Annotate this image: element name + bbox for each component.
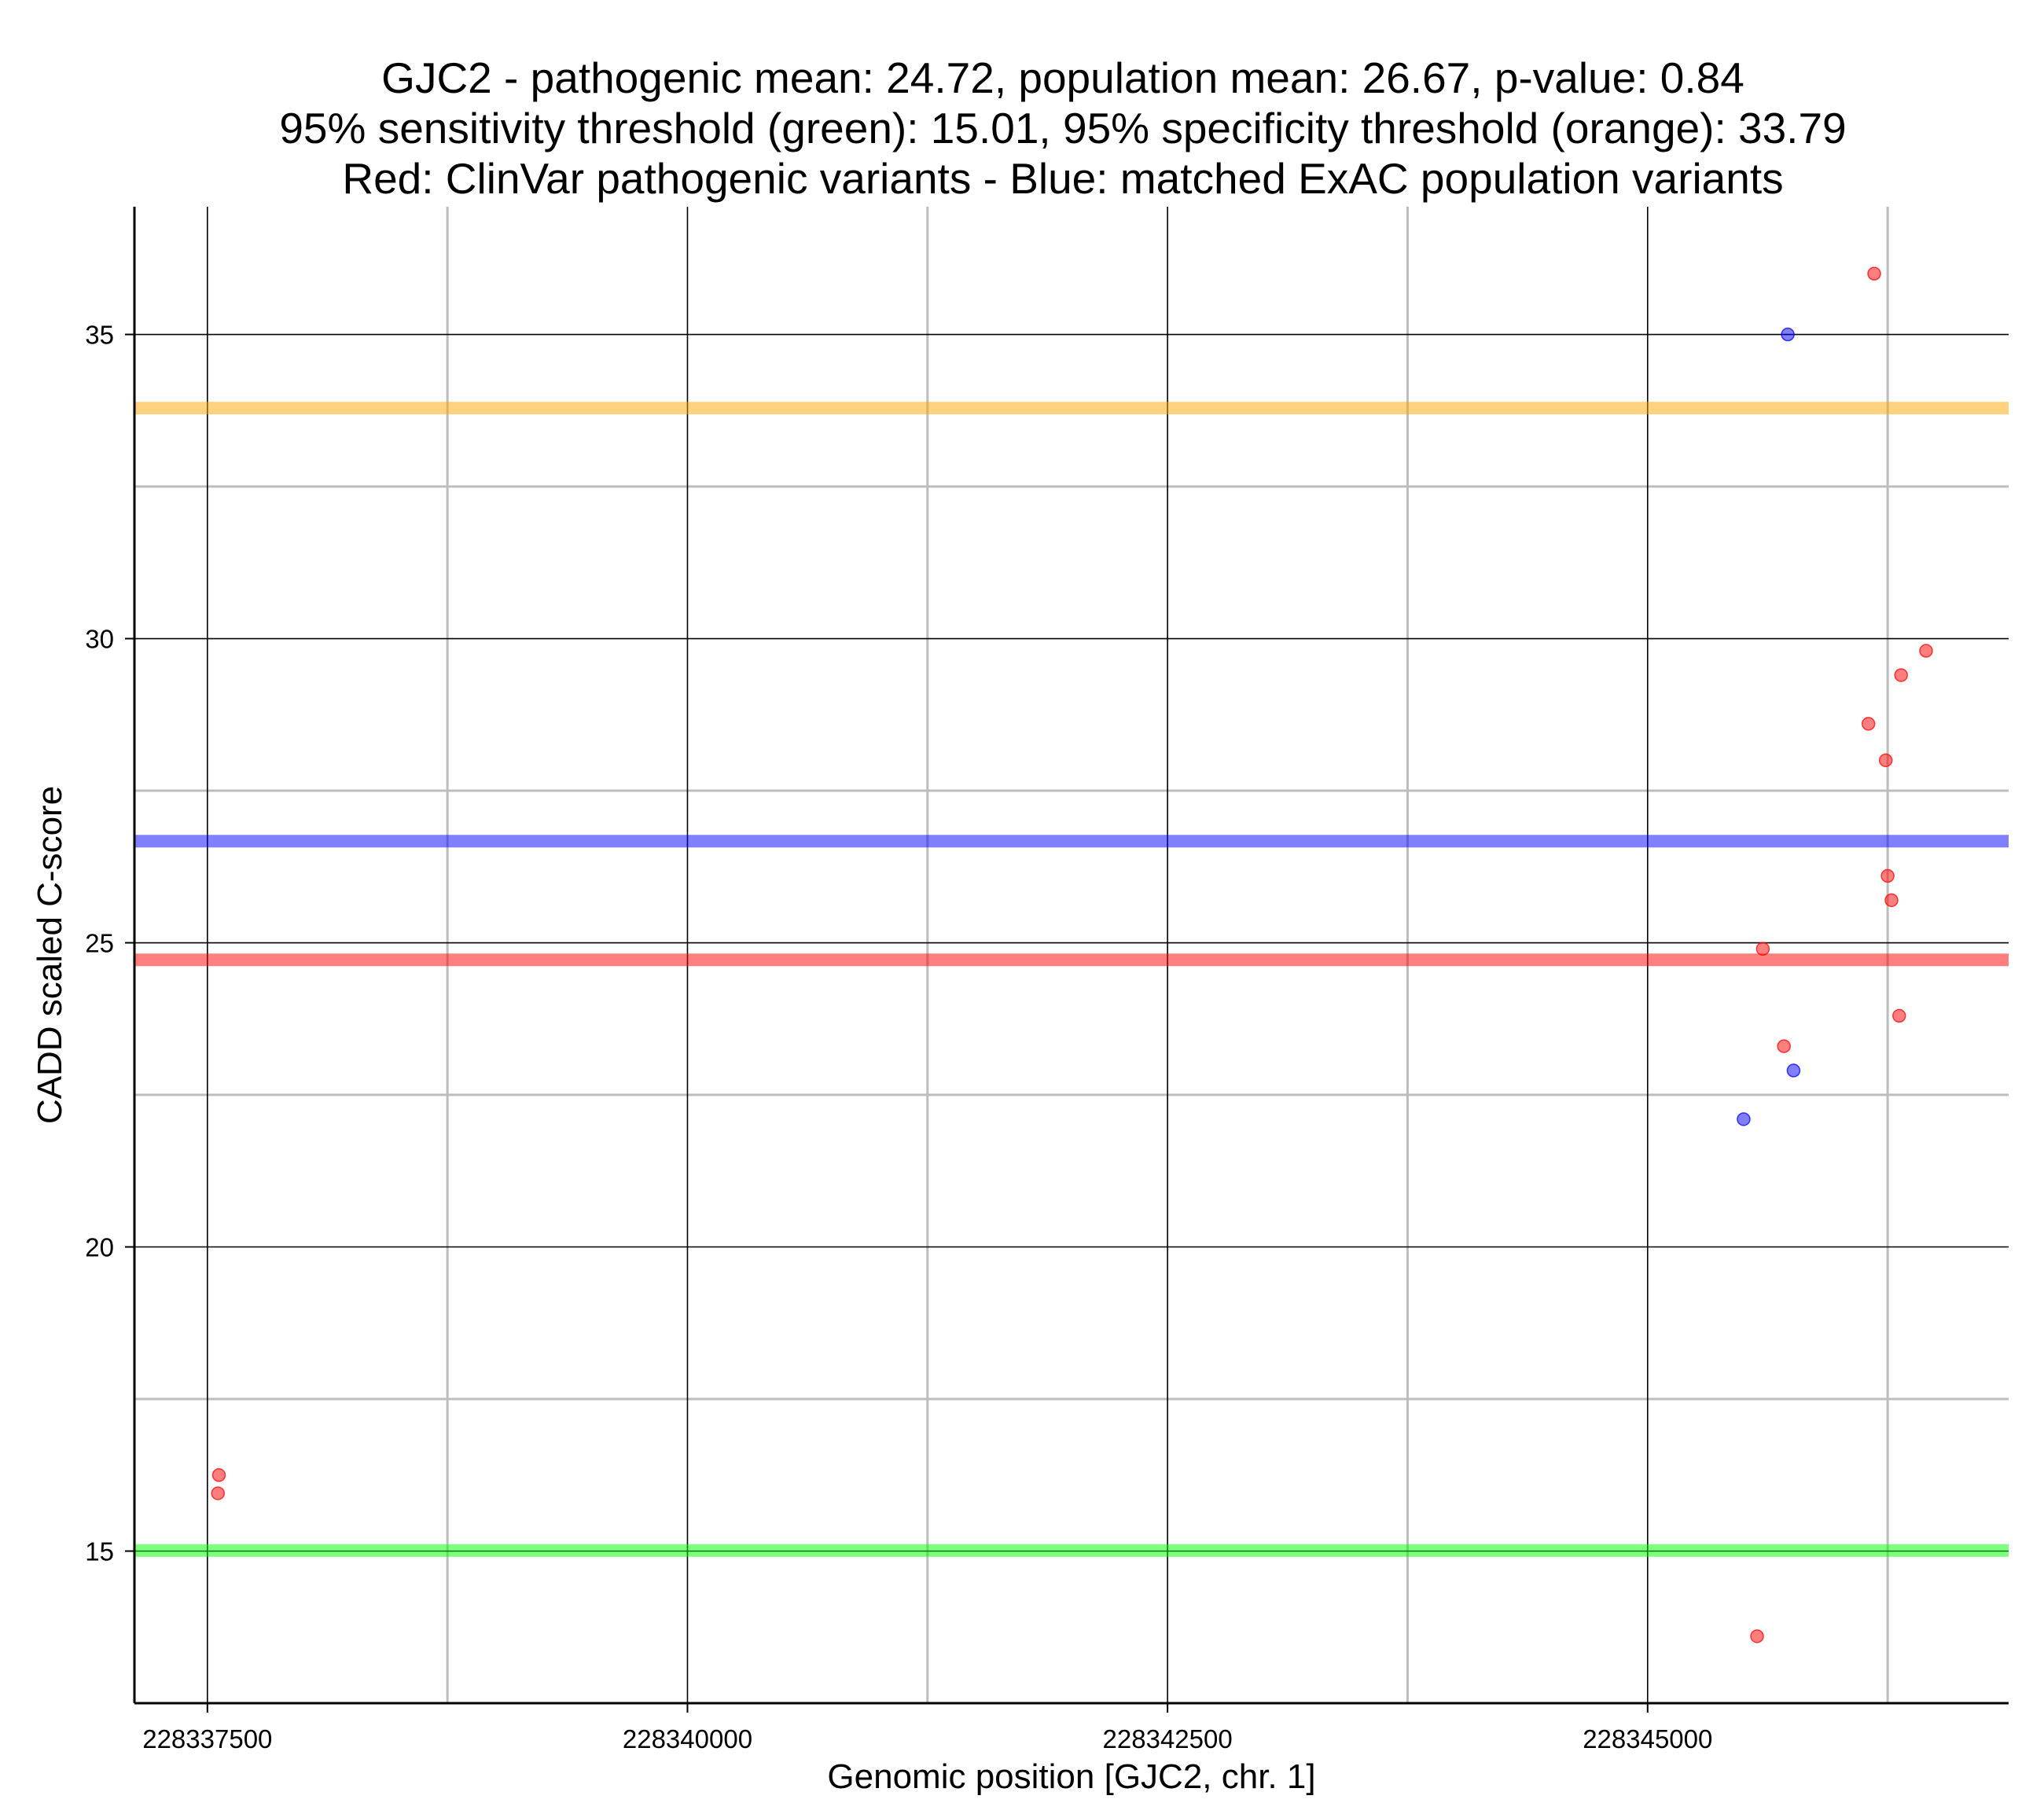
pathogenic-point <box>1880 868 1895 883</box>
x-axis-ticks: 228337500 228340000 228342500 228345000 <box>142 1703 1712 1753</box>
pathogenic-point <box>1878 753 1893 768</box>
reference-lines <box>134 402 2009 1557</box>
axes <box>133 207 2009 1705</box>
y-tick-label: 35 <box>85 321 114 350</box>
population-point <box>1737 1112 1751 1126</box>
pathogenic-point <box>1755 942 1770 957</box>
pathogenic-point <box>1884 893 1899 908</box>
pathogenic-point <box>211 1468 226 1482</box>
pathogenic-point <box>1867 266 1881 281</box>
chart-title: GJC2 - pathogenic mean: 24.72, populatio… <box>279 53 1846 203</box>
title-line-3: Red: ClinVar pathogenic variants - Blue:… <box>342 154 1783 203</box>
pathogenic-point <box>1750 1629 1764 1643</box>
title-line-2: 95% sensitivity threshold (green): 15.01… <box>279 104 1846 152</box>
data-points <box>211 266 1933 1643</box>
y-tick-label: 30 <box>85 625 114 654</box>
x-axis-label: Genomic position [GJC2, chr. 1] <box>827 1757 1315 1796</box>
x-tick-label: 228340000 <box>623 1724 752 1753</box>
y-axis-label: CADD scaled C-score <box>31 786 69 1124</box>
y-tick-label: 20 <box>85 1233 114 1262</box>
pathogenic-point <box>211 1486 226 1500</box>
pathogenic-point <box>1894 668 1908 682</box>
y-tick-label: 15 <box>85 1537 114 1566</box>
population-point <box>1781 327 1795 342</box>
pathogenic-point <box>1777 1039 1791 1053</box>
pathogenic-point <box>1892 1008 1906 1023</box>
population-point <box>1786 1063 1801 1078</box>
title-line-1: GJC2 - pathogenic mean: 24.72, populatio… <box>381 53 1744 102</box>
y-tick-label: 25 <box>85 929 114 958</box>
y-axis-ticks: 15 20 25 30 35 <box>85 321 134 1566</box>
pathogenic-point <box>1919 644 1933 658</box>
pathogenic-point <box>1861 717 1876 731</box>
x-tick-label: 228345000 <box>1583 1724 1712 1753</box>
x-tick-label: 228337500 <box>142 1724 272 1753</box>
x-tick-label: 228342500 <box>1103 1724 1233 1753</box>
